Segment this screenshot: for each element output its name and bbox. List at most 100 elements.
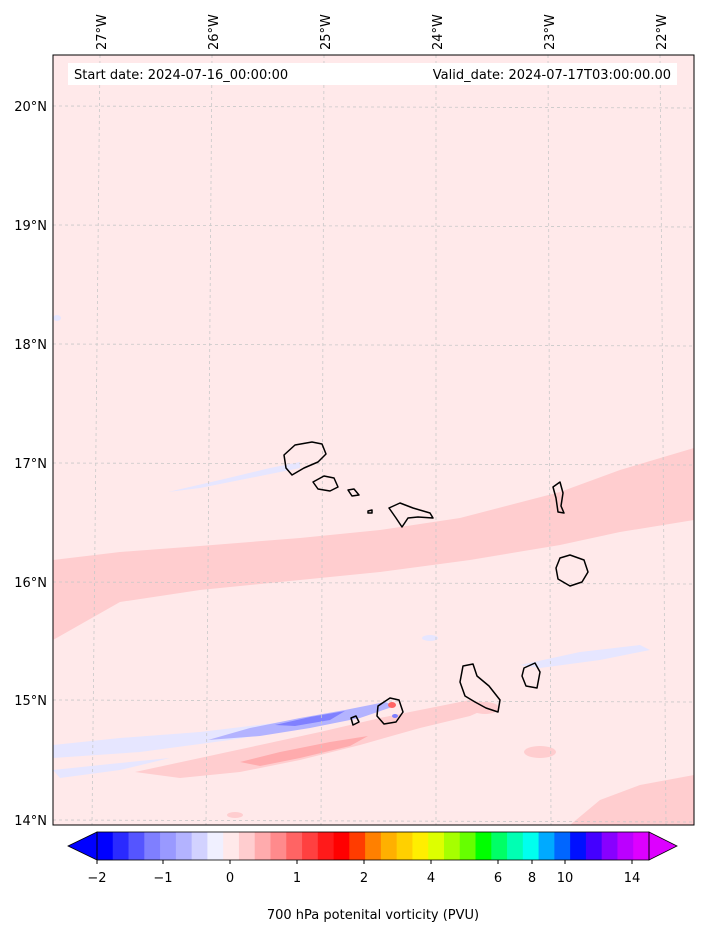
lat-label: 15°N xyxy=(14,694,47,709)
colorbar-tick-label: 1 xyxy=(293,871,301,886)
colorbar-cells xyxy=(97,832,650,860)
colorbar-cell xyxy=(365,832,382,860)
colorbar-cell xyxy=(522,832,539,860)
colorbar-cell xyxy=(380,832,398,860)
colorbar-tick-label: 8 xyxy=(528,871,536,886)
island-sal xyxy=(552,481,565,514)
colorbar-cell xyxy=(223,832,240,860)
island-raso xyxy=(367,509,373,514)
colorbar-tick-label: 4 xyxy=(427,871,435,886)
colorbar-cell xyxy=(349,832,366,860)
colorbar-tick-label: 14 xyxy=(624,871,641,886)
colorbar-cell xyxy=(302,832,319,860)
island-maio xyxy=(521,662,541,689)
lon-label: 27°W xyxy=(95,14,110,50)
colorbar-cell xyxy=(633,832,650,860)
negative-pv-blob xyxy=(53,315,61,321)
negative-pv-streak-east xyxy=(520,645,650,668)
colorbar-cell xyxy=(585,832,603,860)
header-box xyxy=(68,63,677,85)
colorbar-cell xyxy=(128,832,145,860)
negative-pv-streak-north xyxy=(168,462,300,492)
colorbar-cell xyxy=(175,832,193,860)
colorbar-cell xyxy=(538,832,555,860)
positive-pv-spot xyxy=(388,702,396,708)
lat-label: 17°N xyxy=(14,457,47,472)
negative-pv-core xyxy=(275,711,345,726)
lon-label: 22°W xyxy=(655,14,670,50)
latitude-labels: 20°N 19°N 18°N 17°N 16°N 15°N 14°N xyxy=(14,100,47,829)
lon-label: 24°W xyxy=(431,14,446,50)
colorbar-max-arrow xyxy=(648,831,678,861)
island-sao-nicolau xyxy=(388,502,434,528)
island-sao-vicente xyxy=(312,475,339,492)
negative-pv-blob xyxy=(422,635,438,641)
island-brava xyxy=(350,715,360,726)
colorbar-cell xyxy=(554,832,571,860)
gridlines xyxy=(52,54,695,826)
colorbar-tick-label: 2 xyxy=(360,871,368,886)
lat-label: 19°N xyxy=(14,219,47,234)
lat-label: 16°N xyxy=(14,576,47,591)
colorbar-tick-label: −2 xyxy=(87,871,106,886)
colorbar-cell xyxy=(507,832,524,860)
valid-date-label: Valid_date: 2024-07-17T03:00:00.00 xyxy=(433,68,671,83)
positive-pv-blob xyxy=(227,812,243,818)
colorbar-cell xyxy=(396,832,413,860)
colorbar-cell xyxy=(160,832,177,860)
colorbar-cell xyxy=(317,832,334,860)
colorbar-cell xyxy=(601,832,618,860)
colorbar-cell xyxy=(428,832,445,860)
colorbar-tick-label: 6 xyxy=(494,871,502,886)
colorbar-ticks xyxy=(96,860,633,864)
positive-pv-streak-south xyxy=(135,700,495,778)
colorbar-cell xyxy=(443,832,461,860)
lon-label: 26°W xyxy=(207,14,222,50)
colorbar-cell xyxy=(238,832,256,860)
colorbar-cell xyxy=(459,832,476,860)
colorbar-tick-label: −1 xyxy=(153,871,172,886)
colorbar-cell xyxy=(333,832,350,860)
colorbar-cell xyxy=(286,832,303,860)
positive-pv-patch-se xyxy=(570,775,694,825)
map-frame xyxy=(52,54,695,826)
colorbar: −2 −1 0 1 2 4 6 8 10 14 700 hPa potenita… xyxy=(67,831,678,923)
lon-label: 23°W xyxy=(543,14,558,50)
colorbar-cell xyxy=(617,832,634,860)
colorbar-cell xyxy=(144,832,161,860)
colorbar-cell xyxy=(491,832,508,860)
colorbar-tick-label: 10 xyxy=(557,871,574,886)
colorbar-cell xyxy=(412,832,429,860)
start-date-label: Start date: 2024-07-16_00:00:00 xyxy=(74,68,288,83)
negative-pv-streak-sw xyxy=(53,758,170,778)
colorbar-tick-labels: −2 −1 0 1 2 4 6 8 10 14 xyxy=(87,871,640,886)
lat-label: 18°N xyxy=(14,338,47,353)
map-background xyxy=(53,55,694,825)
island-santo-antao xyxy=(283,441,327,476)
lat-label: 14°N xyxy=(14,814,47,829)
colorbar-cell xyxy=(112,832,129,860)
colorbar-cell xyxy=(254,832,271,860)
negative-pv-streak-west xyxy=(53,700,392,758)
colorbar-cell xyxy=(270,832,287,860)
positive-pv-band xyxy=(53,448,694,640)
colorbar-min-arrow xyxy=(67,831,98,861)
colorbar-title: 700 hPa potenital vorticity (PVU) xyxy=(267,908,479,923)
colorbar-cell xyxy=(207,832,224,860)
island-fogo xyxy=(376,697,404,725)
longitude-labels: 27°W 26°W 25°W 24°W 23°W 22°W xyxy=(95,14,670,50)
lat-label: 20°N xyxy=(14,100,47,115)
positive-pv-core xyxy=(240,736,368,766)
colorbar-outline xyxy=(96,831,650,861)
island-santa-luzia xyxy=(347,488,360,497)
colorbar-tick-label: 0 xyxy=(226,871,234,886)
islands xyxy=(283,441,589,726)
colorbar-cell xyxy=(570,832,587,860)
colorbar-cell xyxy=(97,832,114,860)
lon-label: 25°W xyxy=(319,14,334,50)
positive-pv-blob xyxy=(524,746,556,758)
negative-pv-spot xyxy=(392,714,398,718)
positive-pv-blob xyxy=(88,570,108,576)
island-santiago xyxy=(459,663,501,713)
